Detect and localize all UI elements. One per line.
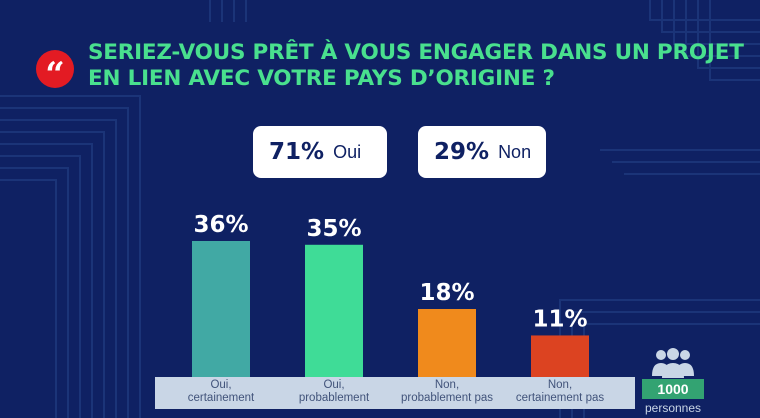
bar-1 <box>192 241 250 377</box>
bar-value-label-1: 36% <box>193 212 248 238</box>
category-label-4: Non, certainement pas <box>515 379 605 404</box>
summary-non-label: Non <box>498 141 532 162</box>
summary-oui-label: Oui <box>333 141 362 162</box>
category-label-2: Oui, probablement <box>298 379 370 404</box>
summary-oui-box: 71% Oui <box>253 126 387 178</box>
bar-value-label-2: 35% <box>306 216 361 242</box>
people-group-icon <box>652 348 694 378</box>
bar-4 <box>531 335 589 377</box>
bar-value-label-3: 18% <box>419 280 474 306</box>
summary-non-percent: 29% <box>434 139 490 165</box>
category-band <box>155 377 635 409</box>
quote-mark-icon: “ <box>36 50 74 95</box>
sample-count-label: personnes <box>644 401 702 415</box>
question-title: SERIEZ-VOUS PRÊT À VOUS ENGAGER DANS UN … <box>88 40 744 91</box>
summary-oui-percent: 71% <box>269 139 325 165</box>
bar-3 <box>418 309 476 377</box>
bar-value-label-4: 11% <box>532 306 587 332</box>
sample-count-badge: 1000 <box>642 379 704 399</box>
bar-2 <box>305 244 363 377</box>
category-label-3: Non, probablement pas <box>400 379 494 404</box>
summary-non-box: 29% Non <box>418 126 546 178</box>
category-label-1: Oui, certainement <box>187 379 255 404</box>
